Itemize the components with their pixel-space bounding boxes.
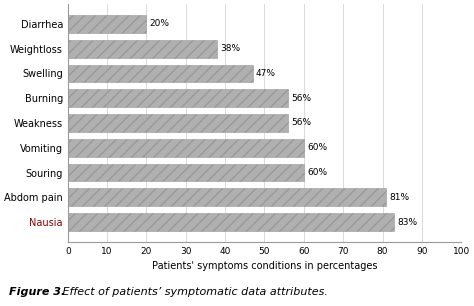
Bar — [68, 89, 288, 107]
Text: Figure 3.: Figure 3. — [9, 287, 66, 297]
Text: 60%: 60% — [307, 143, 327, 152]
Bar — [68, 164, 304, 181]
Text: 56%: 56% — [291, 94, 311, 103]
Text: 20%: 20% — [150, 19, 170, 28]
Text: 83%: 83% — [398, 218, 418, 227]
Text: Effect of patients’ symptomatic data attributes.: Effect of patients’ symptomatic data att… — [59, 287, 328, 297]
Text: 47%: 47% — [256, 69, 276, 78]
Text: 56%: 56% — [291, 118, 311, 128]
X-axis label: Patients' symptoms conditions in percentages: Patients' symptoms conditions in percent… — [152, 261, 377, 271]
Bar — [68, 213, 394, 231]
Bar — [68, 139, 304, 157]
Bar — [68, 188, 386, 206]
Bar — [68, 40, 217, 58]
Text: 81%: 81% — [390, 193, 410, 202]
Bar — [68, 114, 288, 132]
Text: 38%: 38% — [220, 44, 240, 53]
Bar — [68, 65, 253, 82]
Bar — [68, 15, 146, 33]
Text: 60%: 60% — [307, 168, 327, 177]
